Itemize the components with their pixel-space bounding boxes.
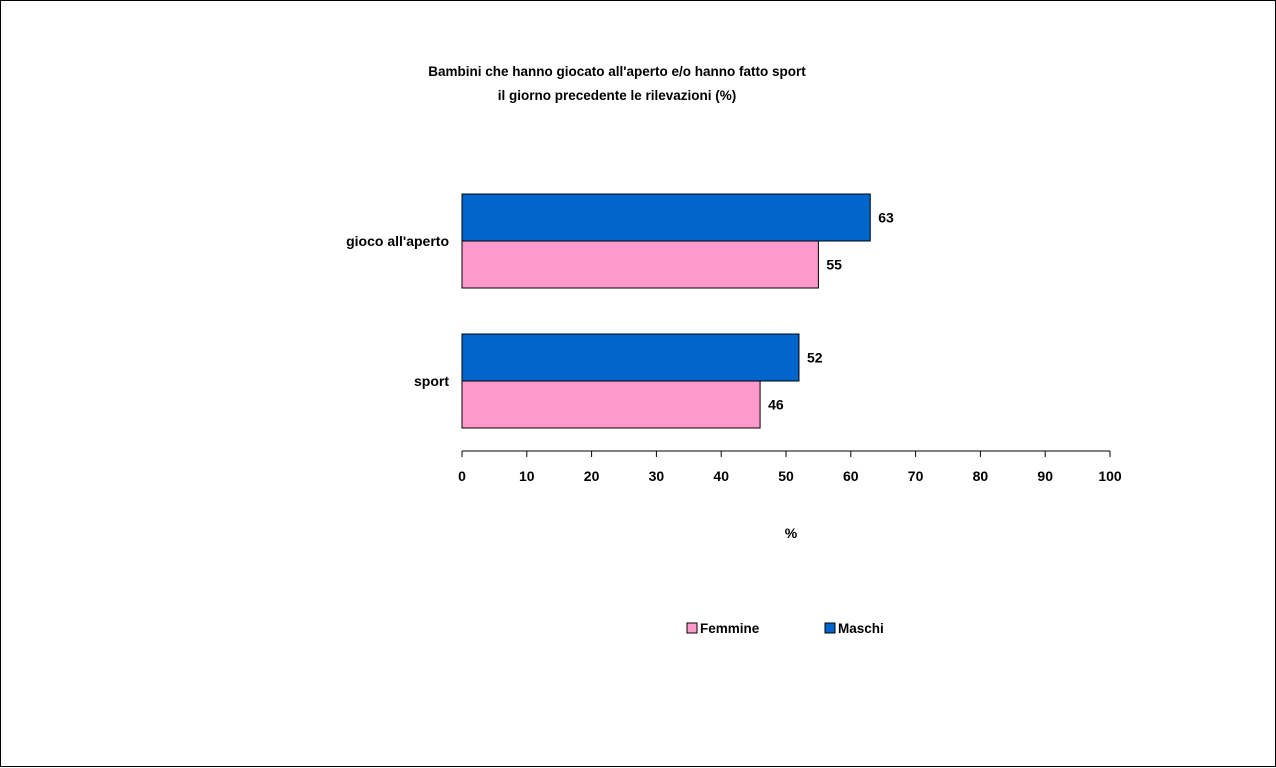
chart-subtitle: il giorno precedente le rilevazioni (%) xyxy=(498,88,737,103)
bar-femmine xyxy=(461,380,761,429)
data-label: 55 xyxy=(826,257,842,273)
x-tick-label: 100 xyxy=(1098,468,1122,484)
category-label: gioco all'aperto xyxy=(346,233,449,249)
legend-swatch-maschi xyxy=(824,622,836,634)
bar-maschi xyxy=(461,193,871,242)
x-tick-label: 80 xyxy=(973,468,989,484)
x-tick-label: 0 xyxy=(458,468,466,484)
category-label: sport xyxy=(414,373,449,389)
plot-area: gioco all'aperto 63 55 sport 52 46 xyxy=(346,193,894,429)
legend: Femmine Maschi xyxy=(686,621,884,636)
data-label: 52 xyxy=(807,350,823,366)
x-tick-label: 90 xyxy=(1037,468,1053,484)
chart-title: Bambini che hanno giocato all'aperto e/o… xyxy=(428,64,806,79)
bar-maschi xyxy=(461,333,800,382)
x-tick-label: 20 xyxy=(584,468,600,484)
x-tick-label: 10 xyxy=(519,468,535,484)
legend-label-femmine: Femmine xyxy=(700,621,760,636)
legend-swatch-femmine xyxy=(686,622,698,634)
x-axis-title: % xyxy=(785,525,798,541)
x-tick-label: 30 xyxy=(649,468,665,484)
x-axis: 0 10 20 30 40 50 60 70 80 90 100 xyxy=(458,450,1122,484)
x-tick-label: 70 xyxy=(908,468,924,484)
data-label: 63 xyxy=(878,210,894,226)
x-tick-label: 50 xyxy=(778,468,794,484)
x-tick-label: 40 xyxy=(713,468,729,484)
bar-femmine xyxy=(461,240,819,289)
x-tick-label: 60 xyxy=(843,468,859,484)
data-label: 46 xyxy=(768,397,784,413)
legend-label-maschi: Maschi xyxy=(838,621,884,636)
